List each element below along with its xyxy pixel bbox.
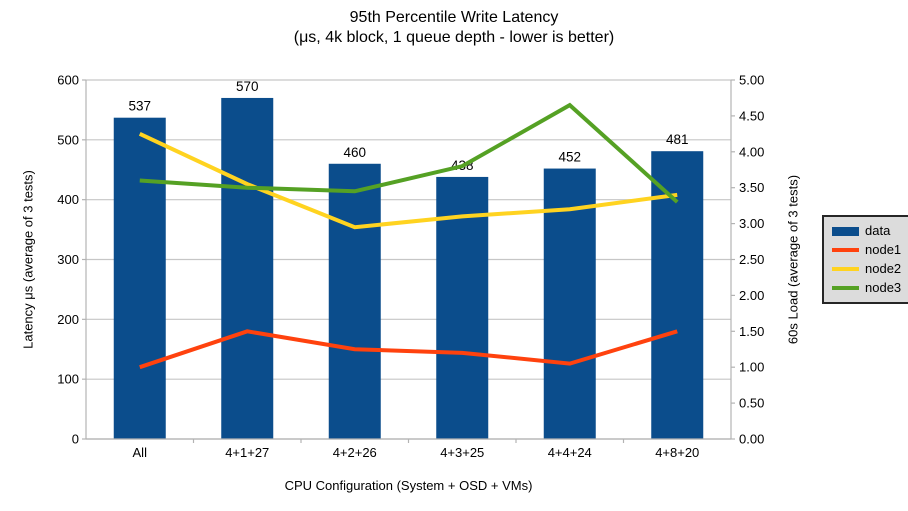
legend-item-node1: node1	[832, 243, 901, 257]
right-axis-tick-label: 1.00	[739, 360, 764, 375]
gridlines	[82, 79, 735, 443]
right-axis-tick-label: 2.00	[739, 288, 764, 303]
legend: data node1 node2 node3	[822, 215, 908, 304]
bar-4+4+24	[543, 168, 596, 439]
right-axis-tick-label: 3.00	[739, 216, 764, 231]
bar-value-label: 570	[236, 79, 259, 94]
legend-swatch-data	[832, 226, 859, 236]
chart-title: 95th Percentile Write Latency (μs, 4k bl…	[0, 8, 908, 48]
legend-item-node2: node2	[832, 262, 901, 276]
legend-swatch-node1	[832, 248, 859, 252]
left-axis-tick-label: 300	[57, 252, 79, 267]
bar-value-label: 460	[343, 145, 366, 160]
bar-value-label: 481	[666, 132, 689, 147]
x-axis-tick-label: 4+8+20	[655, 445, 699, 460]
left-axis-tick-label: 400	[57, 192, 79, 207]
legend-label-node3: node3	[865, 280, 902, 295]
left-axis-tick-label: 500	[57, 132, 79, 147]
bar-All	[113, 117, 166, 439]
bar-4+3+25	[436, 176, 489, 439]
left-axis-tick-label: 100	[57, 372, 79, 387]
legend-swatch-node2	[832, 267, 859, 271]
chart-title-line2: (μs, 4k block, 1 queue depth - lower is …	[293, 29, 615, 46]
right-axis-tick-label: 4.00	[739, 144, 764, 159]
bar-4+1+27	[221, 97, 274, 439]
x-axis-tick-label: 4+4+24	[548, 445, 592, 460]
bar-value-label: 537	[128, 99, 151, 114]
right-axis-tick-label: 3.50	[739, 180, 764, 195]
legend-label-data: data	[865, 223, 891, 238]
legend-label-node1: node1	[865, 242, 902, 257]
legend-swatch-node3	[832, 286, 859, 290]
left-axis-title: Latency μs (average of 3 tests)	[20, 170, 36, 349]
line-node3	[139, 102, 679, 204]
bar-4+8+20	[651, 151, 704, 439]
right-axis-tick-label: 0.50	[739, 396, 764, 411]
x-axis-tick-label: 4+3+25	[440, 445, 484, 460]
right-axis-tick-label: 0.00	[739, 432, 764, 447]
bar-4+2+26	[328, 163, 381, 439]
x-axis-tick-label: 4+1+27	[225, 445, 269, 460]
left-axis-tick-label: 0	[72, 432, 79, 447]
left-axis-tick-label: 600	[57, 73, 79, 88]
right-axis-tick-label: 2.50	[739, 252, 764, 267]
right-axis-tick-label: 1.50	[739, 324, 764, 339]
right-axis-title: 60s Load (average of 3 tests)	[785, 174, 801, 345]
legend-label-node2: node2	[865, 261, 902, 276]
legend-item-node3: node3	[832, 281, 901, 295]
left-axis-tick-label: 200	[57, 312, 79, 327]
line-node1	[139, 329, 678, 370]
bar-value-label: 452	[558, 150, 581, 165]
line-node2	[138, 132, 678, 230]
chart-title-line1: 95th Percentile Write Latency	[349, 9, 559, 26]
right-axis-tick-label: 5.00	[739, 73, 764, 88]
legend-item-data: data	[832, 224, 901, 238]
right-axis-tick-label: 4.50	[739, 108, 764, 123]
x-axis-title: CPU Configuration (System + OSD + VMs)	[284, 478, 533, 493]
x-axis-tick-label: 4+2+26	[333, 445, 377, 460]
bars-data	[113, 97, 704, 439]
x-axis-tick-label: All	[133, 445, 148, 460]
